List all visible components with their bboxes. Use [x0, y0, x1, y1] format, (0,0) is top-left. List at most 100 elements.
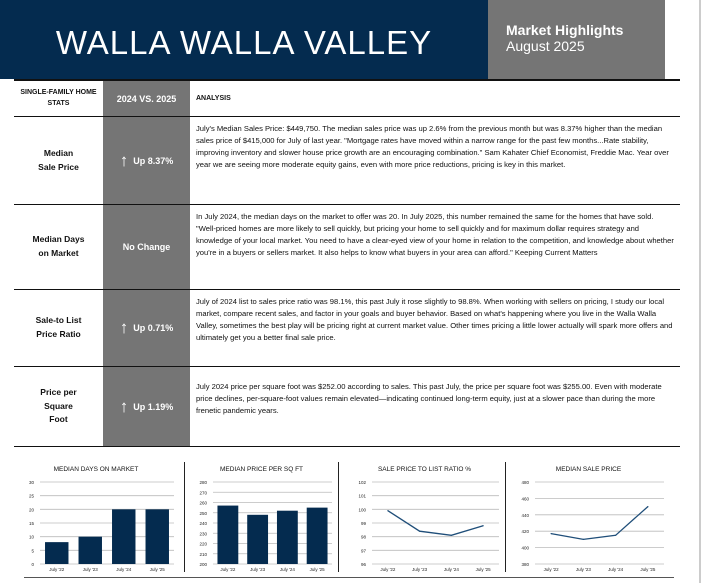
data-point [419, 530, 421, 532]
y-tick-label: 230 [199, 531, 207, 536]
page-edge [699, 0, 701, 583]
y-tick-label: 460 [521, 496, 529, 501]
x-tick-label: July '22 [220, 567, 236, 572]
y-tick-label: 240 [199, 521, 207, 526]
data-point [482, 525, 484, 527]
analysis-text: July 2024 price per square foot was $252… [196, 382, 662, 416]
bar [112, 509, 136, 564]
chart-svg: 0 5 10 15 20 25 30 July '22 July '23 July '24 July… [29, 480, 174, 572]
y-tick-label: 99 [361, 521, 367, 526]
table-header: SINGLE-FAMILY HOME STATS 2024 VS. 2025 A… [14, 79, 680, 117]
x-tick-label: July '24 [608, 567, 624, 572]
x-tick-label: July '22 [544, 567, 560, 572]
y-tick-label: 25 [29, 494, 35, 499]
x-tick-label: July '24 [116, 567, 132, 572]
table-row: Sale-to List Price Ratio ↑ Up 0.71% July … [14, 290, 680, 367]
chart-title: MEDIAN PRICE PER SQ FT [219, 466, 304, 473]
data-point [647, 506, 649, 508]
y-tick-label: 101 [358, 494, 366, 499]
change-value: Up 1.19% [133, 401, 174, 412]
bar [78, 536, 102, 564]
x-tick-label: July '23 [83, 567, 99, 572]
stats-table: SINGLE-FAMILY HOME STATS 2024 VS. 2025 A… [14, 79, 680, 447]
y-tick-label: 96 [361, 562, 367, 567]
y-tick-label: 420 [521, 529, 529, 534]
y-tick-label: 260 [199, 501, 207, 506]
bar [145, 509, 169, 564]
bar [45, 542, 69, 564]
change-value: Up 8.37% [133, 155, 174, 166]
chart-price-per-sqft: MEDIAN PRICE PER SQ FT 200 210 220 230 240 250… [184, 462, 339, 572]
y-tick-label: 200 [199, 562, 207, 567]
y-tick-label: 220 [199, 542, 207, 547]
chart-median-sale-price: MEDIAN SALE PRICE 380 400 420 440 460 480 July … [507, 462, 670, 572]
chart-title: SALE PRICE TO LIST RATIO % [377, 466, 472, 473]
data-point [550, 533, 552, 535]
chart-svg: 96 97 98 99 100 101 102 July '22 July '23 July '2… [358, 480, 499, 572]
x-tick-label: July '23 [412, 567, 428, 572]
data-point [450, 534, 452, 536]
charts-section: MEDIAN DAYS ON MARKET 0 5 10 15 20 25 30 July '2… [0, 462, 703, 583]
stat-label: Price per Square Foot [40, 387, 77, 425]
table-row: Median Sale Price ↑ Up 8.37% July's Media… [14, 117, 680, 205]
header-analysis: ANALYSIS [196, 94, 231, 102]
y-tick-label: 100 [358, 507, 366, 512]
y-tick-label: 400 [521, 546, 529, 551]
header-stats: SINGLE-FAMILY HOME STATS [20, 89, 97, 107]
bar [306, 507, 328, 564]
x-tick-label: July '24 [280, 567, 296, 572]
change-cell: ↑ Up 1.19% [103, 367, 190, 446]
bar [276, 510, 298, 564]
y-tick-label: 102 [358, 480, 366, 485]
change-value: No Change [122, 242, 171, 252]
x-tick-label: July '23 [576, 567, 592, 572]
up-arrow-icon: ↑ [119, 396, 129, 416]
report-title: WALLA WALLA VALLEY [0, 0, 488, 79]
chart-svg: 380 400 420 440 460 480 July '22 July '23 July '… [521, 480, 664, 572]
chart-sale-to-list: SALE PRICE TO LIST RATIO % 96 97 98 99 100 101… [344, 462, 506, 572]
header-compare: 2024 VS. 2025 [103, 81, 190, 116]
data-point [615, 534, 617, 536]
y-tick-label: 270 [199, 490, 207, 495]
x-tick-label: July '24 [444, 567, 460, 572]
chart-title: MEDIAN SALE PRICE [555, 466, 622, 473]
y-tick-label: 250 [199, 511, 207, 516]
change-cell: ↑ Up 0.71% [103, 290, 190, 366]
up-arrow-icon: ↑ [119, 318, 129, 337]
chart-svg: 200 210 220 230 240 250 260 270 280 July '22 July … [199, 480, 332, 572]
x-tick-label: July '25 [476, 567, 492, 572]
analysis-text: July's Median Sales Price: $449,750. The… [196, 124, 669, 170]
x-tick-label: July '25 [150, 567, 166, 572]
up-arrow-icon: ↑ [119, 150, 129, 170]
x-tick-label: July '23 [250, 567, 266, 572]
y-tick-label: 440 [521, 513, 529, 518]
data-point [582, 538, 584, 540]
x-tick-label: July '22 [49, 567, 65, 572]
y-tick-label: 20 [29, 507, 35, 512]
bar [217, 505, 239, 564]
x-tick-label: July '25 [310, 567, 326, 572]
change-cell: No Change [103, 205, 190, 289]
x-tick-label: July '25 [640, 567, 656, 572]
chart-days-on-market: MEDIAN DAYS ON MARKET 0 5 10 15 20 25 30 July '2… [12, 462, 180, 572]
change-value: Up 0.71% [133, 323, 174, 333]
x-tick-label: July '22 [380, 567, 396, 572]
highlights-box: Market Highlights August 2025 [488, 0, 665, 79]
y-tick-label: 10 [29, 535, 35, 540]
table-row: Median Days on Market No Change In July … [14, 205, 680, 290]
y-tick-label: 5 [31, 548, 34, 553]
y-tick-label: 480 [521, 480, 529, 485]
series-line [551, 506, 649, 541]
y-tick-label: 380 [521, 562, 529, 567]
analysis-text: July of 2024 list to sales price ratio w… [196, 297, 673, 343]
y-tick-label: 280 [199, 480, 207, 485]
y-tick-label: 97 [361, 548, 367, 553]
analysis-text: In July 2024, the median days on the mar… [196, 212, 674, 258]
y-tick-label: 98 [361, 535, 367, 540]
table-row: Price per Square Foot ↑ Up 1.19% July 202… [14, 367, 680, 447]
y-tick-label: 30 [29, 480, 35, 485]
data-point [387, 510, 389, 512]
chart-title: MEDIAN DAYS ON MARKET [53, 466, 139, 473]
change-cell: ↑ Up 8.37% [103, 117, 190, 204]
y-tick-label: 0 [31, 562, 34, 567]
